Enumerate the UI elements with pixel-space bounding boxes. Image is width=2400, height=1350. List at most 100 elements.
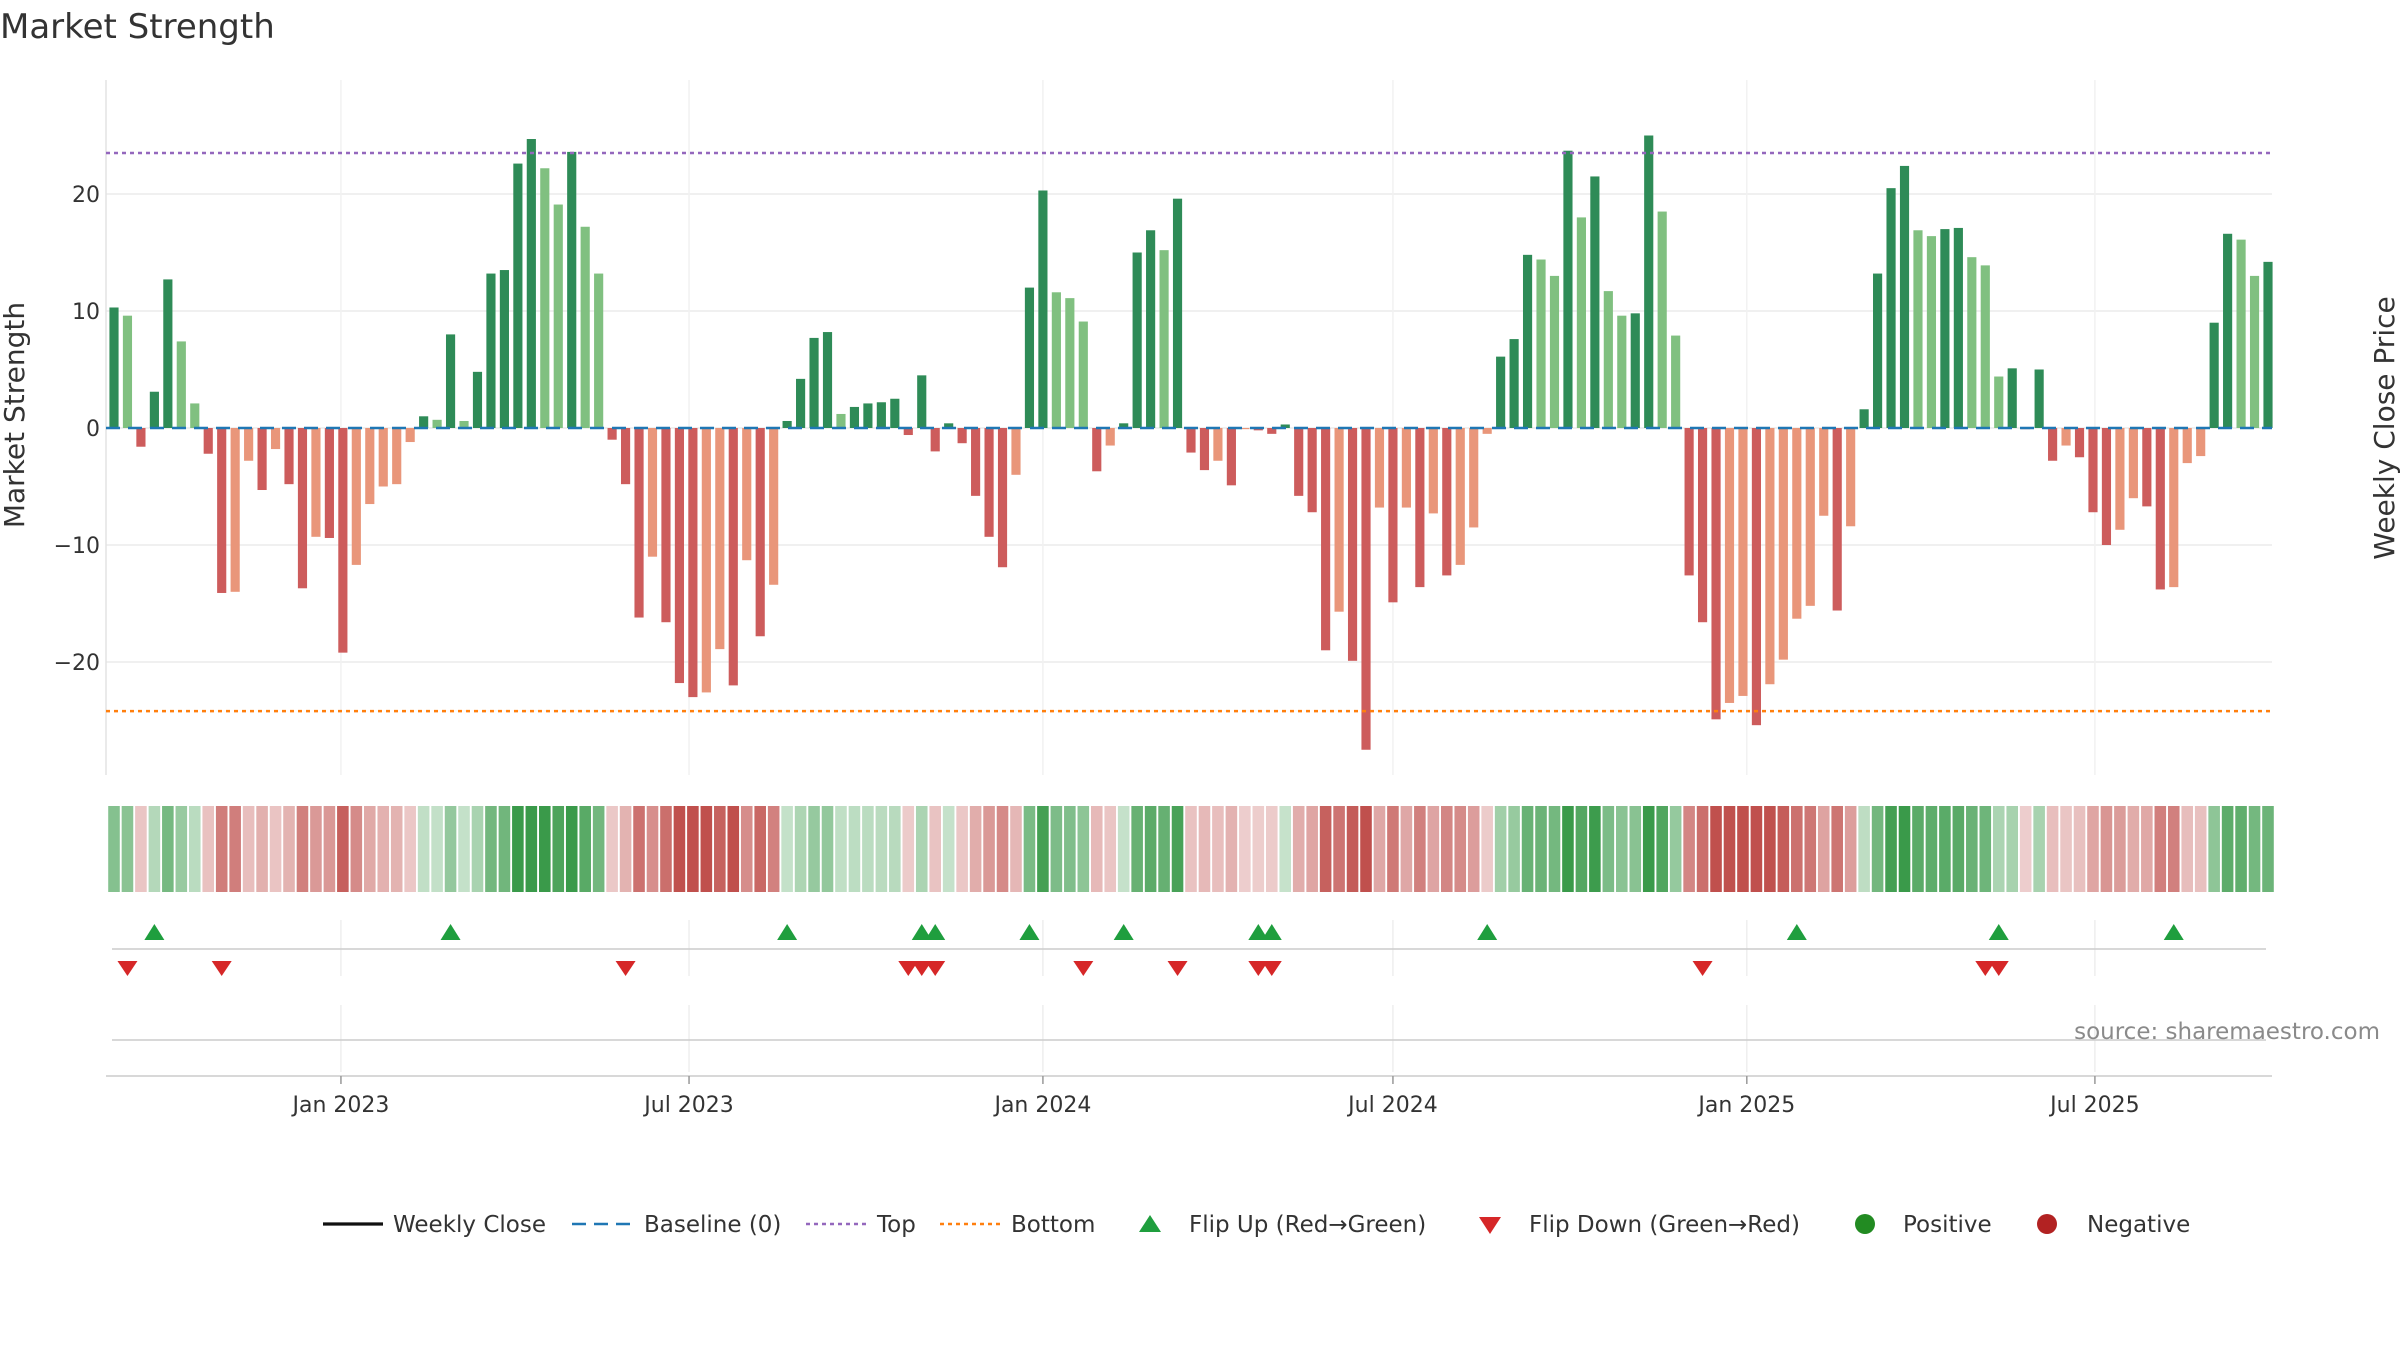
heat-cell <box>1387 806 1399 892</box>
strength-bar <box>1186 428 1196 453</box>
strength-bar <box>1105 428 1115 446</box>
legend-label: Flip Up (Red→Green) <box>1189 1212 1426 1238</box>
strength-bar <box>2249 275 2260 428</box>
strength-bar <box>2061 428 2071 446</box>
heat-cell <box>1265 806 1278 892</box>
flip-up-marker <box>1261 924 1282 940</box>
heat-cell <box>619 806 632 892</box>
heat-cell <box>162 806 174 892</box>
heat-cell <box>1764 806 1776 892</box>
heat-cell <box>1131 806 1143 892</box>
strength-bar <box>634 428 644 618</box>
heat-cell <box>1831 806 1843 892</box>
heat-cell <box>296 806 309 892</box>
strength-bar <box>2142 428 2152 507</box>
strength-bar <box>1549 275 1560 428</box>
heat-cell <box>956 806 968 892</box>
flip-down-marker <box>898 961 919 976</box>
strength-bar <box>297 428 308 589</box>
strength-bar <box>1415 428 1425 588</box>
strength-bar <box>1886 188 1896 428</box>
strength-bar <box>688 428 698 698</box>
heat-cell <box>108 806 120 892</box>
heat-cell <box>512 806 524 892</box>
heat-cell <box>458 806 470 892</box>
strength-bar <box>217 428 227 593</box>
heat-cell <box>323 806 336 892</box>
strength-bar <box>1024 287 1035 428</box>
strength-bar <box>957 428 967 444</box>
heat-cell <box>1939 806 1951 892</box>
strength-bar <box>149 391 159 428</box>
strength-bar <box>1011 428 1021 475</box>
heat-cell <box>310 806 322 892</box>
strength-bar <box>2088 428 2098 513</box>
y-left-tick-label: −10 <box>54 534 100 559</box>
heat-cell <box>996 806 1009 892</box>
heat-cell <box>2019 806 2032 892</box>
legend-swatch <box>2037 1214 2057 1234</box>
heat-cell <box>1844 806 1857 892</box>
flip-up-marker <box>911 924 932 940</box>
strength-bars <box>109 135 2273 750</box>
legend-flip-down: Flip Down (Green→Red) <box>1479 1212 1800 1238</box>
heat-cell <box>1440 806 1453 892</box>
strength-bar <box>1630 313 1640 428</box>
legend-weekly-close: Weekly Close <box>323 1212 546 1238</box>
flip-up-marker <box>1477 924 1498 940</box>
heat-cell <box>1171 806 1184 892</box>
strength-bar <box>809 337 819 428</box>
heat-cell <box>1037 806 1049 892</box>
strength-bar <box>2236 239 2246 428</box>
strength-bar <box>836 413 846 428</box>
strength-bar <box>1146 230 1156 428</box>
heat-cell <box>1858 806 1870 892</box>
flip-down-marker <box>1167 961 1188 976</box>
heat-cell <box>1548 806 1561 892</box>
heat-cell <box>1535 806 1547 892</box>
heat-cell <box>781 806 793 892</box>
heat-cell <box>1239 806 1251 892</box>
heat-cell <box>2046 806 2059 892</box>
strength-bar <box>647 428 658 557</box>
legend-negative: Negative <box>2037 1212 2190 1238</box>
strength-bar <box>1697 428 1708 623</box>
strength-bar <box>2074 428 2085 458</box>
strength-bar <box>1859 409 1869 428</box>
strength-bar <box>2223 233 2233 428</box>
heat-cell <box>902 806 915 892</box>
heat-cell <box>862 806 874 892</box>
heat-cell <box>1292 806 1305 892</box>
legend-label: Negative <box>2087 1212 2190 1238</box>
heat-cell <box>1454 806 1467 892</box>
heat-cell <box>1992 806 2005 892</box>
legend-label: Bottom <box>1011 1212 1095 1238</box>
strength-bar <box>876 402 886 428</box>
heat-cell <box>942 806 955 892</box>
strength-bar <box>1482 428 1492 434</box>
heat-cell <box>660 806 672 892</box>
flip-up-marker <box>1248 924 1269 940</box>
heat-cell <box>1212 806 1224 892</box>
strength-bar <box>486 273 496 428</box>
heat-cell <box>1400 806 1413 892</box>
legend-top: Top <box>806 1212 916 1238</box>
flip-down-marker <box>1261 961 1282 976</box>
strength-bar <box>1267 428 1277 434</box>
strength-bar <box>284 428 294 485</box>
strength-bar <box>203 428 213 454</box>
heat-cell <box>1333 806 1345 892</box>
strength-bar <box>769 428 779 585</box>
flip-up-marker <box>1113 924 1134 940</box>
strength-bar <box>2007 368 2017 428</box>
strength-bar <box>526 139 536 428</box>
heat-cell <box>2087 806 2099 892</box>
strength-bar <box>365 428 375 505</box>
strength-bar <box>1172 198 1183 428</box>
strength-bar <box>540 168 550 428</box>
strength-bar <box>1617 315 1627 428</box>
strength-bar <box>190 403 200 428</box>
strength-bar <box>1994 376 2004 428</box>
legend-baseline: Baseline (0) <box>572 1212 781 1238</box>
strength-bar <box>1401 428 1411 508</box>
